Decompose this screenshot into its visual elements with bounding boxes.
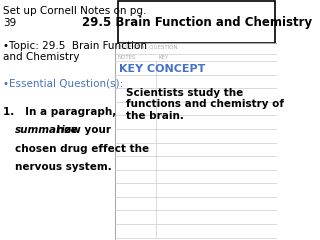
Text: KEY: KEY [159, 55, 169, 60]
Text: KEY CONCEPT: KEY CONCEPT [119, 64, 205, 74]
Text: how your: how your [52, 125, 111, 135]
Bar [118, 1, 276, 43]
Text: 1.   In a paragraph,: 1. In a paragraph, [3, 107, 116, 117]
Text: summarize: summarize [15, 125, 79, 135]
Text: 29.5 Brain Function and Chemistry: 29.5 Brain Function and Chemistry [82, 16, 312, 29]
Text: NOTES: NOTES [117, 55, 136, 60]
Text: nervous system.: nervous system. [15, 162, 112, 172]
Text: •Topic: 29.5  Brain Function
and Chemistry: •Topic: 29.5 Brain Function and Chemistr… [3, 41, 147, 62]
Text: •Essential Question(s):: •Essential Question(s): [3, 78, 123, 88]
Text: chosen drug effect the: chosen drug effect the [15, 144, 149, 154]
Text: Set up Cornell Notes on pg.
39: Set up Cornell Notes on pg. 39 [3, 6, 146, 28]
Text: ESSENTIAL QUESTION: ESSENTIAL QUESTION [118, 44, 177, 49]
Text: Scientists study the
functions and chemistry of
the brain.: Scientists study the functions and chemi… [126, 88, 284, 121]
